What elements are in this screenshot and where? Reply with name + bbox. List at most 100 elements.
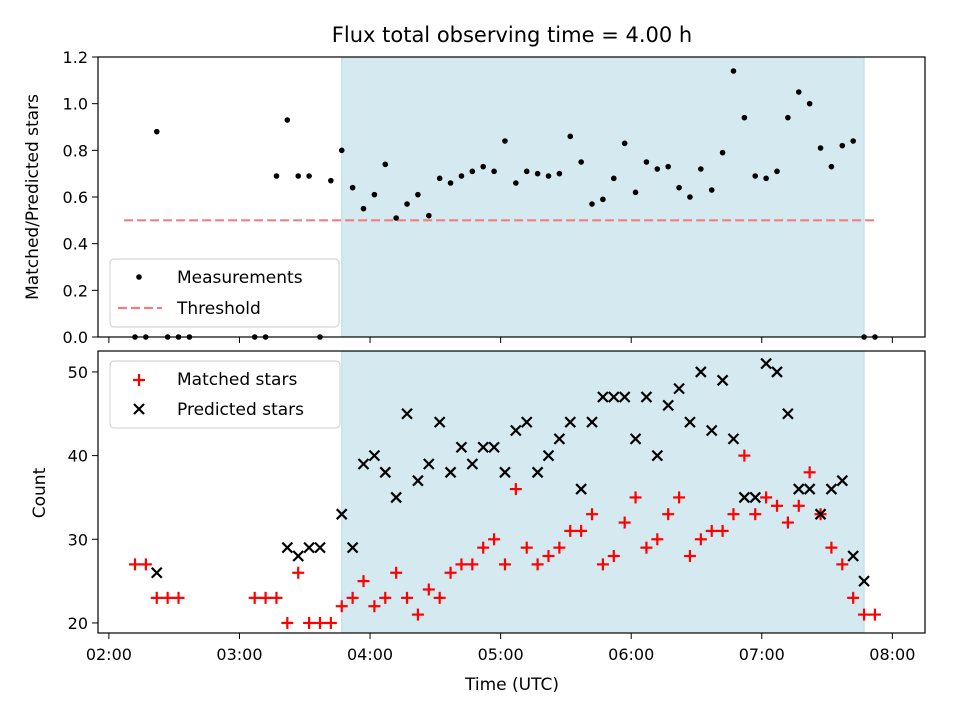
matched-star-point: [128, 558, 141, 571]
predicted-x-b: [303, 541, 315, 554]
bottom-y-axis-label: Count: [30, 467, 50, 518]
y-tick-label: 50: [68, 363, 88, 382]
matched-star-point: [858, 608, 871, 621]
predicted-x-b: [695, 366, 707, 378]
top-panel: 0.0 0.2 0.4 0.6 0.8 1.0 1.2 Matched/Predicted …: [23, 48, 926, 347]
matched-star-point: [455, 558, 468, 571]
predicted-star-point: [792, 483, 805, 495]
measurement-point: [545, 173, 552, 179]
matched-star-point: [466, 558, 479, 571]
matched-star-point: [694, 533, 707, 546]
predicted-star-point: [847, 550, 859, 562]
matched-star-point: [281, 616, 294, 629]
measurement-point: [763, 175, 769, 182]
measurement-point: [360, 205, 367, 212]
y-tick-label: 30: [68, 530, 88, 549]
measurement-point: [578, 159, 584, 165]
predicted-x-b: [433, 416, 446, 428]
matched-star-point: [586, 508, 599, 521]
matched-star-point: [248, 591, 261, 604]
predicted-star-point: [618, 391, 631, 403]
predicted-x-b: [520, 416, 533, 428]
top-legend: Measurements Threshold: [109, 258, 340, 328]
predicted-star-point: [335, 508, 348, 520]
predicted-x-b: [847, 550, 859, 562]
matched-star-point: [738, 449, 751, 462]
predicted-star-point: [684, 416, 696, 428]
matched-star-point: [760, 491, 773, 504]
matched-star-point: [346, 591, 359, 604]
predicted-x-b: [531, 466, 544, 479]
matched-star-point: [509, 483, 522, 496]
predicted-x-b: [705, 424, 718, 437]
legend-matched-marker: [133, 374, 145, 386]
measurement-point: [284, 117, 291, 123]
measurement-point: [491, 168, 497, 175]
legend-threshold-label: Threshold: [176, 299, 261, 319]
x-tick-label: 06:00: [608, 645, 654, 664]
x-axis-label: Time (UTC): [464, 675, 559, 695]
matched-star-point: [771, 499, 784, 512]
predicted-x-b: [814, 508, 827, 520]
predicted-x-b: [597, 391, 609, 403]
measurement-point: [676, 184, 682, 191]
matched-star-point: [401, 591, 414, 604]
y-tick-label: 0.4: [63, 235, 88, 254]
predicted-star-point: [455, 441, 468, 454]
matched-star-point: [422, 583, 435, 596]
predicted-star-point: [510, 424, 522, 437]
predicted-star-point: [292, 550, 304, 562]
predicted-x-b: [390, 491, 402, 504]
measurement-point: [534, 170, 541, 177]
measurement-point: [643, 159, 650, 165]
predicted-star-point: [705, 424, 718, 437]
measurement-point: [153, 128, 160, 135]
y-tick-label: 1.0: [63, 95, 88, 114]
measurement-point: [556, 170, 563, 177]
predicted-x-b: [564, 416, 577, 428]
x-tick-label: 07:00: [739, 645, 785, 664]
matched-star-point: [716, 524, 729, 537]
predicted-star-point: [401, 407, 413, 420]
predicted-star-point: [738, 491, 751, 504]
measurement-point: [708, 187, 715, 193]
predicted-star-point: [771, 366, 783, 378]
measurement-point: [523, 168, 530, 175]
predicted-x-b: [586, 416, 598, 428]
observing-window-shade-bottom: [341, 351, 865, 633]
predicted-star-point: [390, 491, 402, 504]
predicted-star-point: [314, 541, 326, 554]
matched-star-point: [270, 591, 283, 604]
predicted-star-point: [466, 458, 479, 470]
matched-star-point: [498, 558, 511, 571]
measurement-point: [621, 140, 628, 147]
predicted-star-point: [379, 466, 392, 479]
predicted-x-b: [499, 466, 511, 479]
top-y-ticks: 0.0 0.2 0.4 0.6 0.8 1.0 1.2: [63, 48, 98, 347]
x-tick-label: 05:00: [478, 645, 524, 664]
predicted-star-point: [662, 399, 674, 412]
predicted-x-b: [150, 566, 163, 579]
predicted-star-point: [477, 441, 489, 454]
predicted-star-point: [825, 483, 838, 495]
predicted-star-point: [564, 416, 577, 428]
matched-star-point: [629, 491, 642, 504]
predicted-star-point: [814, 508, 827, 520]
predicted-star-point: [531, 466, 544, 479]
predicted-x-b: [466, 458, 479, 470]
legend-measurements-label: Measurements: [177, 268, 303, 288]
predicted-star-point: [608, 391, 620, 403]
predicted-star-point: [673, 382, 685, 395]
predicted-x-b: [673, 382, 685, 395]
y-tick-label: 0.6: [63, 188, 88, 207]
measurement-point: [817, 145, 824, 151]
predicted-x-b: [771, 366, 783, 378]
matched-star-point: [749, 508, 762, 521]
predicted-star-point: [575, 483, 587, 495]
predicted-star-point: [749, 491, 762, 504]
predicted-x-b: [738, 491, 751, 504]
matched-star-point: [379, 591, 392, 604]
legend-measurements-marker: [136, 274, 142, 280]
predicted-x-b: [477, 441, 489, 454]
y-tick-label: 0.8: [63, 141, 88, 160]
